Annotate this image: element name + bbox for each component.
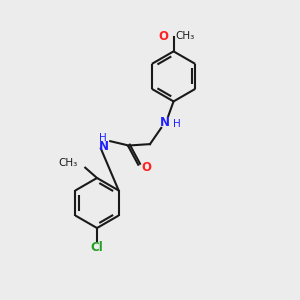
Text: N: N bbox=[99, 140, 110, 153]
Text: O: O bbox=[158, 30, 168, 43]
Text: H: H bbox=[99, 133, 107, 142]
Text: O: O bbox=[142, 161, 152, 174]
Text: H: H bbox=[173, 119, 181, 129]
Text: CH₃: CH₃ bbox=[175, 31, 194, 41]
Text: CH₃: CH₃ bbox=[58, 158, 78, 168]
Text: N: N bbox=[160, 116, 170, 128]
Text: Cl: Cl bbox=[91, 241, 103, 254]
